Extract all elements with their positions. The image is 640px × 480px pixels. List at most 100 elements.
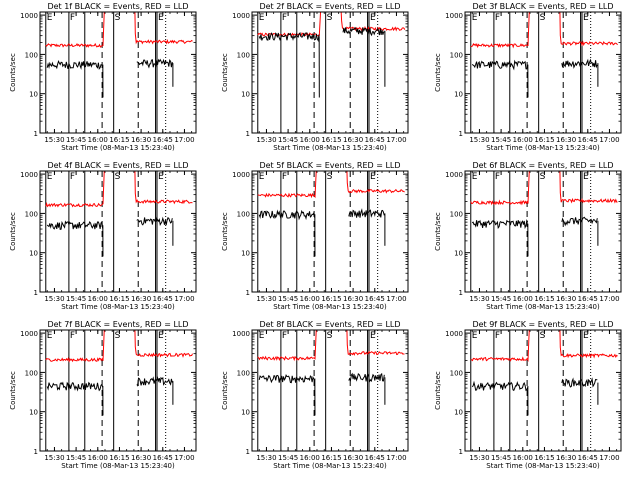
- x-tick-label: 15:30: [256, 295, 276, 303]
- x-tick-label: 15:45: [278, 454, 298, 462]
- panel-title: Det 6f BLACK = Events, RED = LLD: [472, 161, 613, 170]
- marker-label: E: [370, 172, 376, 182]
- marker-label: E: [259, 13, 265, 23]
- events-series-line: [46, 220, 104, 231]
- y-tick-label: 100: [450, 369, 463, 377]
- lld-series-line: [470, 12, 618, 49]
- y-axis-label: Counts/sec: [221, 371, 229, 410]
- events-series-line: [258, 373, 316, 384]
- x-tick-label: 16:15: [321, 136, 341, 144]
- x-tick-label: 15:45: [66, 454, 86, 462]
- marker-label: E: [583, 331, 589, 341]
- x-tick-label: 15:30: [256, 136, 276, 144]
- plot-frame: [464, 170, 622, 293]
- y-axis-label: Counts/sec: [434, 371, 442, 410]
- x-tick-label: 17:00: [599, 454, 619, 462]
- marker-label: E: [47, 13, 53, 23]
- x-tick-label: 15:45: [278, 136, 298, 144]
- x-tick-label: 17:00: [174, 454, 194, 462]
- series-group: [257, 12, 406, 98]
- events-series-line: [136, 58, 173, 69]
- y-tick-label: 1000: [232, 171, 250, 179]
- x-tick-label: 17:00: [174, 295, 194, 303]
- y-axis-label: Counts/sec: [221, 53, 229, 92]
- series-group: [470, 171, 618, 257]
- x-tick-label: 16:00: [300, 295, 320, 303]
- x-tick-label: 17:00: [386, 454, 406, 462]
- y-tick-label: 1: [34, 130, 38, 138]
- x-axis-label: Start Time (08-Mar-13 15:23:40): [486, 144, 600, 152]
- x-tick-label: 16:45: [578, 454, 598, 462]
- x-tick-label: 16:30: [343, 136, 363, 144]
- events-series-line: [46, 59, 104, 70]
- y-axis-label: Counts/sec: [434, 53, 442, 92]
- y-axis-label: Counts/sec: [434, 212, 442, 251]
- y-tick-label: 1000: [445, 171, 463, 179]
- series-group: [45, 171, 193, 257]
- events-series-line: [561, 216, 598, 227]
- x-tick-label: 16:30: [556, 454, 576, 462]
- x-tick-label: 16:15: [534, 136, 554, 144]
- marker-label: E: [47, 331, 53, 341]
- lld-series-line: [257, 330, 405, 362]
- x-tick-label: 16:00: [88, 454, 108, 462]
- panel-title: Det 3f BLACK = Events, RED = LLD: [472, 2, 613, 11]
- detector-panel: Det 9f BLACK = Events, RED = LLD 1 10 100 10…: [434, 320, 622, 470]
- x-tick-label: 16:00: [513, 295, 533, 303]
- marker-label: E: [472, 172, 478, 182]
- x-tick-label: 16:00: [300, 454, 320, 462]
- x-tick-label: 16:00: [513, 136, 533, 144]
- plot-frame: [251, 11, 409, 134]
- y-tick-label: 1: [459, 448, 463, 456]
- marker-label: S: [540, 13, 546, 23]
- x-tick-label: 16:30: [131, 295, 151, 303]
- marker-label: F: [282, 172, 287, 182]
- y-tick-label: 1000: [232, 12, 250, 20]
- lld-series-line: [257, 171, 405, 199]
- detector-panel: Det 5f BLACK = Events, RED = LLD 1 10 100 10…: [221, 161, 409, 311]
- y-tick-label: 10: [29, 250, 38, 258]
- marker-label: S: [327, 172, 333, 182]
- events-series-line: [561, 58, 598, 69]
- marker-label: E: [370, 13, 376, 23]
- x-axis-label: Start Time (08-Mar-13 15:23:40): [61, 144, 175, 152]
- panel-title: Det 4f BLACK = Events, RED = LLD: [47, 161, 188, 170]
- y-tick-label: 100: [237, 210, 250, 218]
- detector-panel: Det 6f BLACK = Events, RED = LLD 1 10 100 10…: [434, 161, 622, 311]
- x-tick-label: 16:45: [153, 295, 173, 303]
- y-tick-label: 100: [237, 369, 250, 377]
- x-axis-label: Start Time (08-Mar-13 15:23:40): [486, 303, 600, 311]
- lld-series-line: [45, 330, 193, 363]
- marker-label: F: [70, 13, 75, 23]
- events-series-line: [342, 26, 385, 37]
- marker-label: E: [158, 172, 164, 182]
- marker-label: S: [540, 172, 546, 182]
- x-tick-label: 16:45: [578, 295, 598, 303]
- x-tick-label: 15:45: [66, 136, 86, 144]
- y-tick-label: 1: [459, 289, 463, 297]
- x-tick-label: 16:45: [578, 136, 598, 144]
- x-tick-label: 17:00: [386, 295, 406, 303]
- events-series-line: [471, 219, 529, 230]
- series-group: [257, 171, 405, 257]
- x-tick-label: 15:30: [256, 454, 276, 462]
- x-tick-label: 16:45: [153, 136, 173, 144]
- y-tick-label: 1000: [20, 171, 38, 179]
- marker-label: S: [540, 331, 546, 341]
- y-tick-label: 1: [34, 448, 38, 456]
- marker-label: F: [495, 13, 500, 23]
- y-axis-label: Counts/sec: [9, 371, 17, 410]
- x-tick-label: 15:45: [66, 295, 86, 303]
- x-tick-label: 15:30: [469, 295, 489, 303]
- y-tick-label: 1: [246, 289, 250, 297]
- panel-title: Det 5f BLACK = Events, RED = LLD: [259, 161, 400, 170]
- marker-label: E: [370, 331, 376, 341]
- y-tick-label: 1000: [445, 12, 463, 20]
- x-tick-label: 15:30: [469, 136, 489, 144]
- detector-panel: Det 8f BLACK = Events, RED = LLD 1 10 100 10…: [221, 320, 409, 470]
- x-axis-label: Start Time (08-Mar-13 15:23:40): [273, 462, 387, 470]
- y-tick-label: 100: [450, 51, 463, 59]
- detector-panel: Det 7f BLACK = Events, RED = LLD 1 10 100 10…: [9, 320, 197, 470]
- x-tick-label: 16:45: [365, 136, 385, 144]
